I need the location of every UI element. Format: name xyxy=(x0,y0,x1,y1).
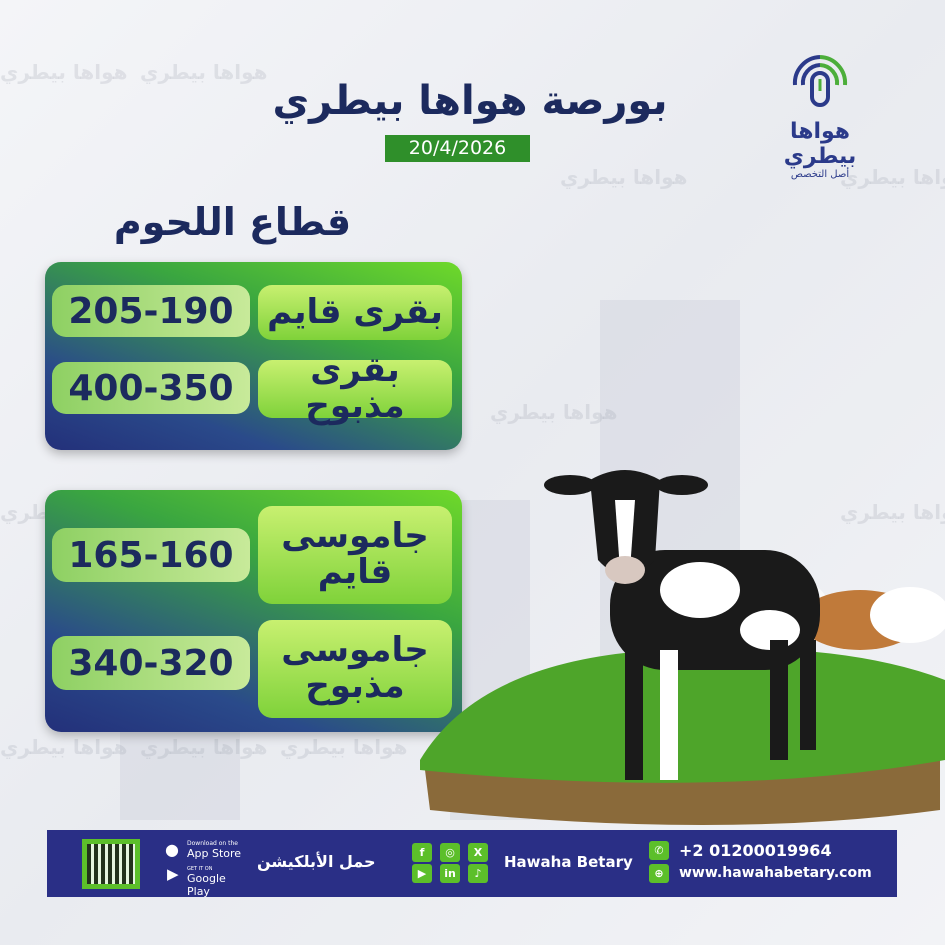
website-link[interactable]: www.hawahabetary.com xyxy=(679,865,872,881)
watermark: هواها بيطري xyxy=(140,735,268,759)
watermark: هواها بيطري xyxy=(560,165,688,189)
app-store-label: App Store xyxy=(187,847,242,860)
watermark: هواها بيطري xyxy=(0,735,128,759)
price-group-cattle: بقرى قايم 205-190 بقرى مذبوح 400-350 xyxy=(45,262,462,450)
row-price: 340-320 xyxy=(52,636,250,690)
phone-number[interactable]: +2 01200019964 xyxy=(679,841,832,860)
facebook-icon[interactable]: f xyxy=(412,843,432,862)
row-label: جاموسى قايم xyxy=(258,506,452,604)
row-price: 400-350 xyxy=(52,362,250,414)
apple-icon: ● xyxy=(165,840,179,859)
row-label: جاموسى مذبوح xyxy=(258,620,452,718)
logo-name: هواها بيطري xyxy=(783,119,857,169)
x-icon[interactable]: X xyxy=(468,843,488,862)
sector-title: قطاع اللحوم xyxy=(113,200,352,244)
google-play-button[interactable]: ▶ GET IT ON Google Play xyxy=(165,865,250,898)
linkedin-icon[interactable]: in xyxy=(440,864,460,883)
watermark: هواها بيطري xyxy=(840,165,945,189)
page-title: بورصة هواها بيطري xyxy=(272,78,668,124)
download-app-text: حمل الأبلكيشن xyxy=(257,852,376,871)
play-icon: ▶ xyxy=(167,865,179,883)
brand-name: Hawaha Betary xyxy=(504,853,633,871)
watermark: هواها بيطري xyxy=(0,60,128,84)
watermark: هواها بيطري xyxy=(140,60,268,84)
brand-logo: هواها بيطري أصل التخصص xyxy=(760,45,880,180)
instagram-icon[interactable]: ◎ xyxy=(440,843,460,862)
qr-code[interactable] xyxy=(82,839,140,889)
watermark: هواها بيطري xyxy=(280,735,408,759)
watermark: هواها بيطري xyxy=(490,400,618,424)
app-store-small: Download on the xyxy=(187,840,238,847)
row-label: بقرى مذبوح xyxy=(258,352,452,424)
signal-logo-icon xyxy=(792,55,848,107)
row-price: 205-190 xyxy=(52,285,250,337)
google-small: GET IT ON xyxy=(187,866,213,872)
whatsapp-icon: ✆ xyxy=(649,841,669,860)
price-group-buffalo: جاموسى قايم 165-160 جاموسى مذبوح 340-320 xyxy=(45,490,462,732)
date-badge: 20/4/2026 xyxy=(385,135,530,162)
youtube-icon[interactable]: ▶ xyxy=(412,864,432,883)
row-label: بقرى قايم xyxy=(258,285,452,340)
web-icon: ⊕ xyxy=(649,864,669,883)
app-store-button[interactable]: ● Download on the App Store xyxy=(165,840,250,862)
footer-bar: ● Download on the App Store ▶ GET IT ON … xyxy=(47,830,897,898)
google-play-label: Google Play xyxy=(187,872,226,898)
watermark: هواها بيطري xyxy=(840,500,945,524)
cow-illustration xyxy=(420,470,945,825)
logo-tagline: أصل التخصص xyxy=(790,169,850,180)
tiktok-icon[interactable]: ♪ xyxy=(468,864,488,883)
row-price: 165-160 xyxy=(52,528,250,582)
